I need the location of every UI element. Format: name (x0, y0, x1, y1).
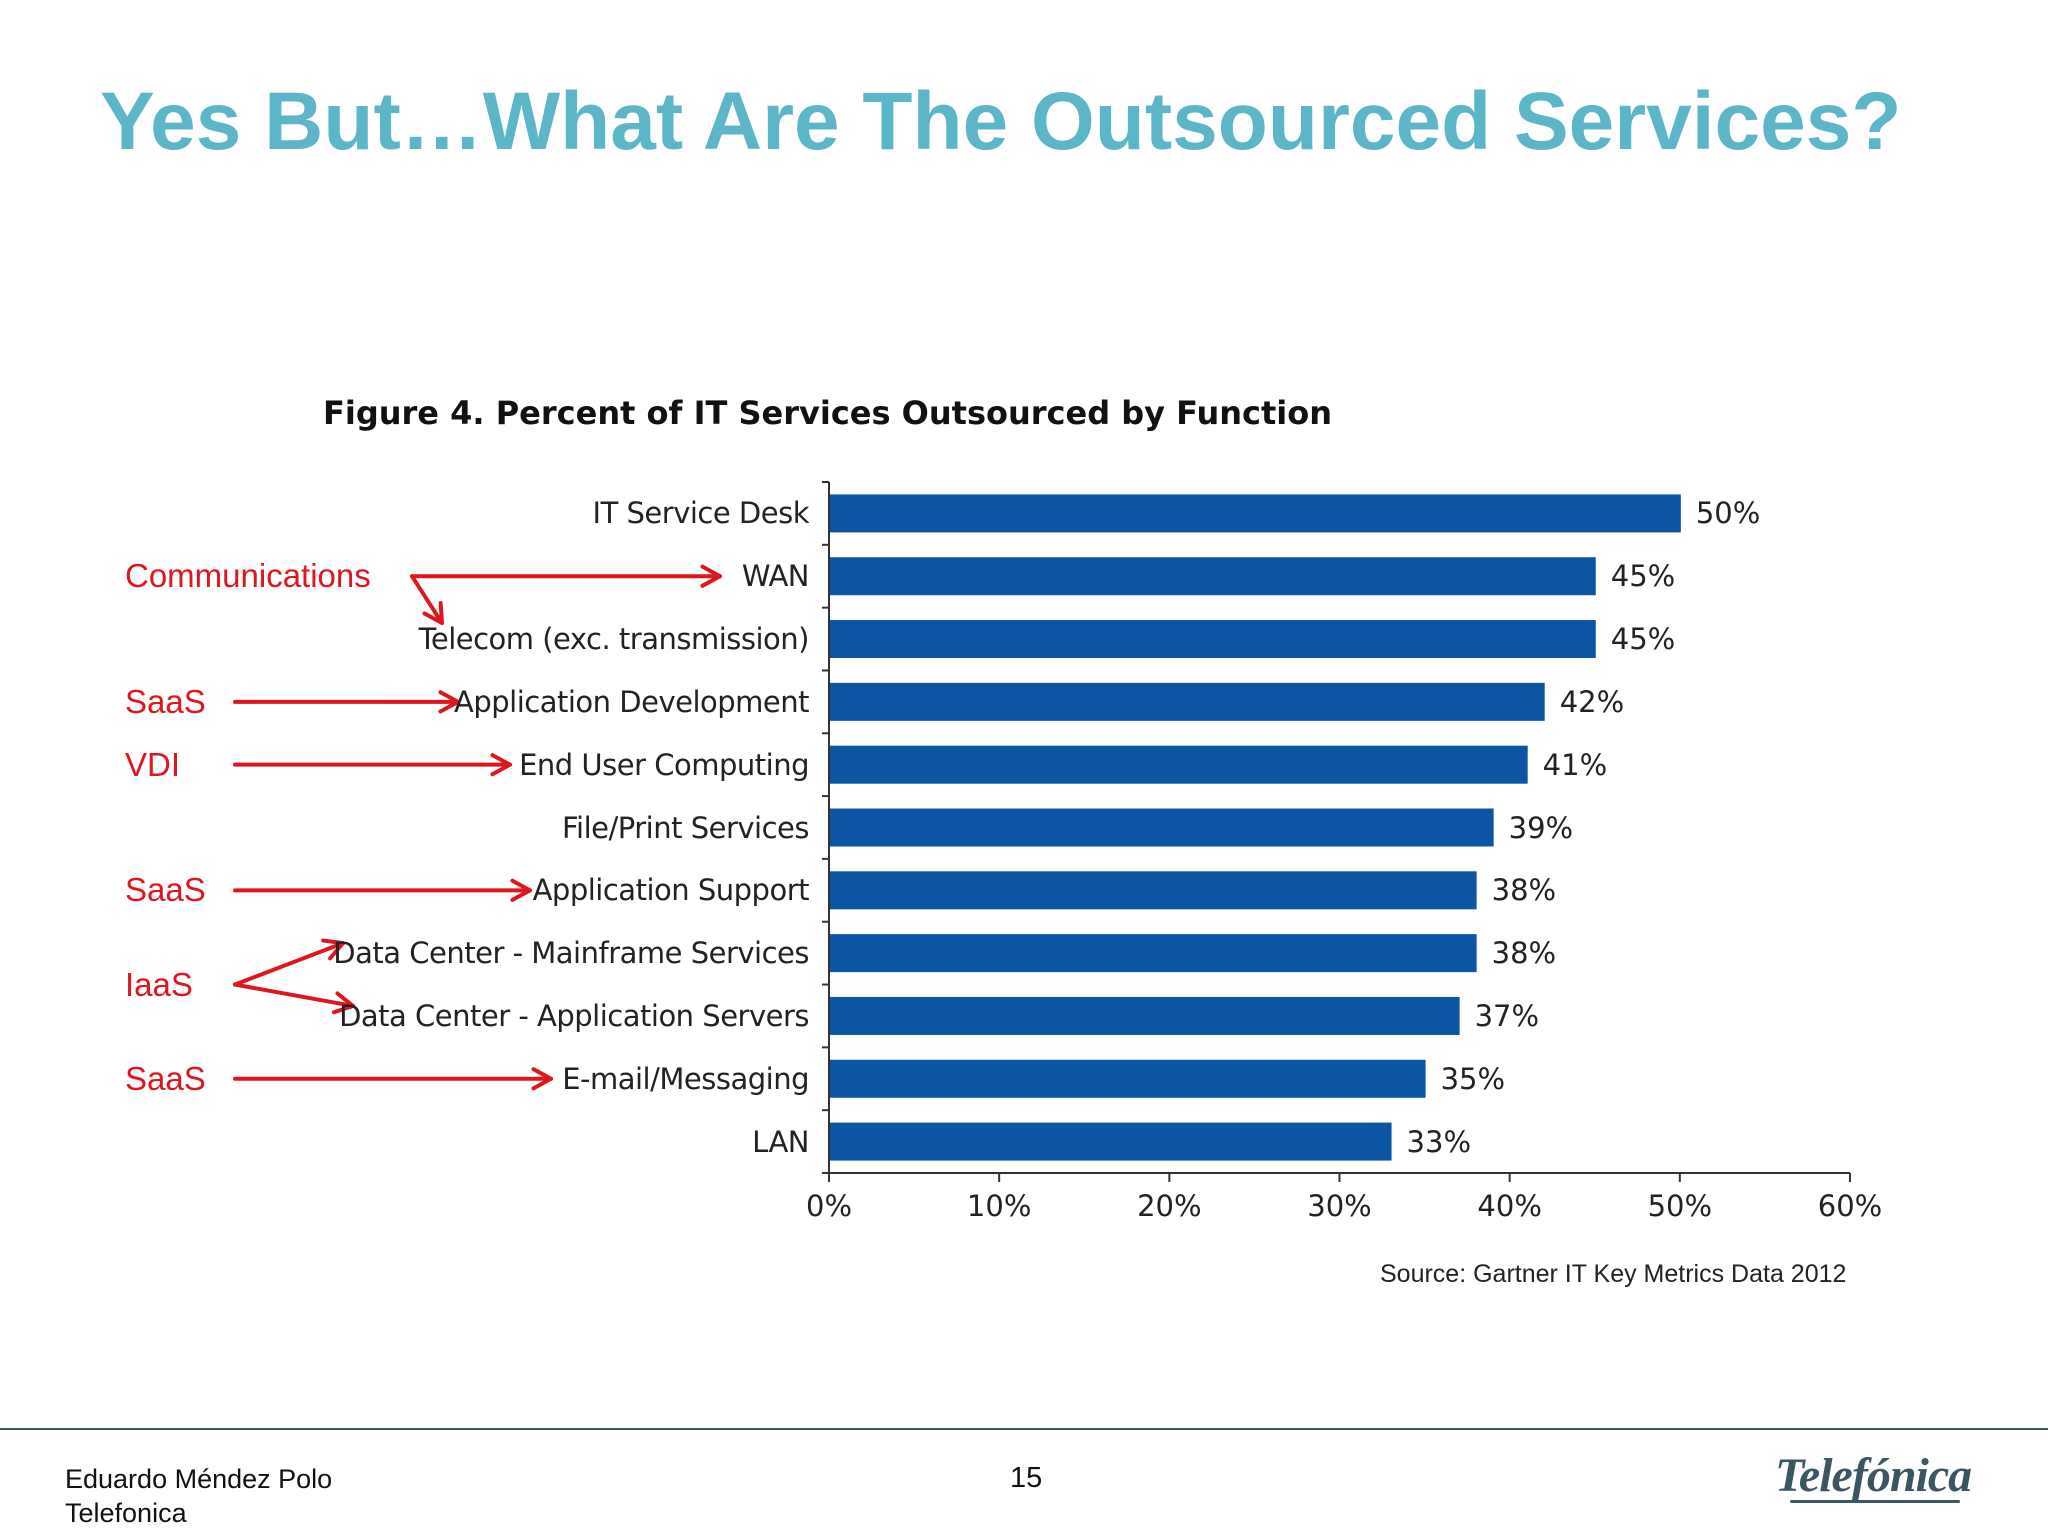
annotation-arrow-line (233, 941, 345, 987)
logo-underline (1790, 1500, 1960, 1503)
x-tick-label: 20% (1137, 1189, 1202, 1223)
data-label: 45% (1610, 622, 1676, 657)
data-label: 41% (1542, 747, 1608, 782)
bar (830, 682, 1545, 721)
x-tick-label: 30% (1307, 1189, 1372, 1223)
annotation-label: SaaS (125, 1059, 206, 1097)
slide-title: Yes But…What Are The Outsourced Services… (100, 76, 1902, 167)
data-label: 33% (1406, 1124, 1472, 1159)
annotation-label: SaaS (125, 871, 206, 909)
annotation-arrow-head (321, 938, 345, 961)
category-label: File/Print Services (561, 810, 810, 845)
data-label: 38% (1491, 936, 1557, 971)
annotation-arrow-head (700, 564, 722, 588)
footer-author: Eduardo Méndez Polo Telefonica (65, 1462, 332, 1530)
bar (830, 996, 1460, 1035)
category-label: IT Service Desk (592, 496, 810, 531)
bar (830, 557, 1596, 596)
annotation-label: SaaS (125, 682, 206, 720)
footer-divider (0, 1428, 2048, 1430)
telefonica-logo: Telefónica (1775, 1449, 1972, 1502)
bar (830, 934, 1477, 973)
category-label: E-mail/Messaging (562, 1061, 809, 1096)
category-label: WAN (741, 559, 810, 594)
annotation-arrow-head (510, 878, 532, 902)
category-label: LAN (752, 1124, 809, 1159)
data-label: 38% (1491, 873, 1557, 908)
data-label: 39% (1508, 810, 1574, 845)
category-label: Data Center - Mainframe Services (333, 936, 809, 971)
x-tick-label: 50% (1647, 1189, 1713, 1223)
x-tick-label: 60% (1817, 1189, 1883, 1223)
annotation-arrow-line (410, 574, 444, 626)
bar (830, 620, 1596, 659)
source-note: Source: Gartner IT Key Metrics Data 2012 (1380, 1260, 1847, 1288)
bar (830, 745, 1528, 784)
annotation-arrow-head (531, 1067, 553, 1091)
x-tick-label: 10% (966, 1189, 1032, 1223)
category-label: Data Center - Application Servers (339, 998, 809, 1033)
category-label: Telecom (exc. transmission) (418, 622, 810, 657)
annotation-arrow-head (438, 690, 460, 714)
bar (830, 494, 1681, 533)
annotation-arrow-head (490, 753, 512, 777)
category-label: Application Support (532, 873, 810, 908)
bar (830, 808, 1494, 847)
bar (830, 1059, 1426, 1098)
figure-title: Figure 4. Percent of IT Services Outsour… (323, 394, 1332, 432)
annotation-label: Communications (125, 557, 371, 595)
x-tick-label: 0% (805, 1189, 853, 1223)
x-tick-label: 40% (1477, 1189, 1542, 1223)
bar (830, 871, 1477, 910)
annotation-label: IaaS (125, 965, 193, 1003)
data-label: 45% (1610, 559, 1676, 594)
annotation-label: VDI (125, 745, 181, 783)
annotation-arrow-line (233, 982, 355, 1008)
data-label: 42% (1559, 684, 1625, 719)
bar (830, 1122, 1392, 1161)
category-label: End User Computing (519, 747, 809, 782)
annotation-arrow-head (332, 991, 355, 1015)
author-organization: Telefonica (65, 1498, 187, 1528)
page-number: 15 (1010, 1462, 1043, 1494)
category-label: Application Development (454, 684, 809, 719)
data-label: 35% (1440, 1061, 1506, 1096)
data-label: 37% (1474, 998, 1540, 1033)
data-label: 50% (1695, 496, 1761, 531)
author-name: Eduardo Méndez Polo (65, 1464, 333, 1494)
annotation-arrow-head (422, 601, 444, 626)
